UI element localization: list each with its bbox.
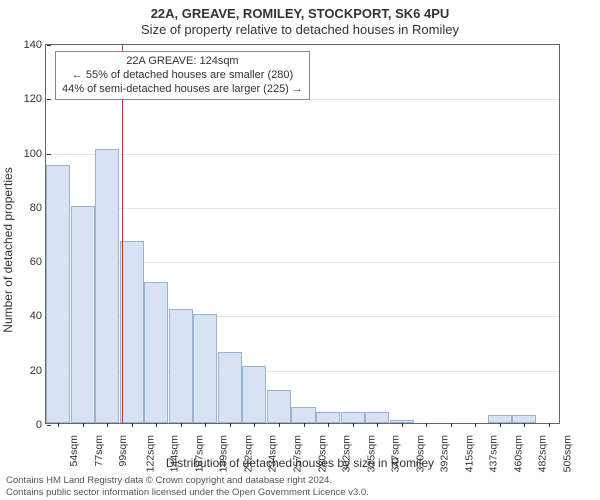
gridline: [46, 208, 559, 209]
y-tick-label: 0: [16, 419, 46, 431]
x-tick-mark: [524, 423, 525, 427]
info-box-line: 22A GREAVE: 124sqm: [62, 55, 303, 69]
histogram-bar: [316, 412, 340, 423]
footer-line-1: Contains HM Land Registry data © Crown c…: [6, 475, 369, 486]
y-tick-label: 140: [16, 39, 46, 51]
x-tick-mark: [156, 423, 157, 427]
property-marker-line: [122, 45, 123, 423]
y-tick-label: 80: [16, 202, 46, 214]
histogram-bar: [488, 415, 512, 423]
x-tick-mark: [107, 423, 108, 427]
x-tick-mark: [205, 423, 206, 427]
x-tick-mark: [83, 423, 84, 427]
x-tick-mark: [58, 423, 59, 427]
x-tick-mark: [279, 423, 280, 427]
histogram-bar: [267, 390, 291, 423]
x-tick-mark: [377, 423, 378, 427]
y-tick-label: 60: [16, 256, 46, 268]
gridline: [46, 154, 559, 155]
x-tick-mark: [426, 423, 427, 427]
x-tick-mark: [475, 423, 476, 427]
histogram-bar: [95, 149, 119, 423]
histogram-bar: [144, 282, 168, 423]
y-tick-label: 40: [16, 310, 46, 322]
histogram-bar: [169, 309, 193, 423]
x-tick-mark: [500, 423, 501, 427]
x-tick-mark: [132, 423, 133, 427]
histogram-bar: [120, 241, 144, 423]
x-axis-label: Distribution of detached houses by size …: [0, 456, 600, 470]
histogram-bar: [218, 352, 242, 423]
info-box-line: ← 55% of detached houses are smaller (28…: [62, 69, 303, 83]
x-tick-mark: [230, 423, 231, 427]
title-block: 22A, GREAVE, ROMILEY, STOCKPORT, SK6 4PU…: [0, 0, 600, 37]
page-title: 22A, GREAVE, ROMILEY, STOCKPORT, SK6 4PU: [0, 6, 600, 21]
histogram-bar: [46, 165, 70, 423]
info-box-line: 44% of semi-detached houses are larger (…: [62, 83, 303, 97]
y-tick-label: 20: [16, 365, 46, 377]
x-tick-mark: [254, 423, 255, 427]
x-tick-mark: [451, 423, 452, 427]
histogram-bar: [193, 314, 217, 423]
x-tick-mark: [353, 423, 354, 427]
histogram-bar: [341, 412, 365, 423]
property-info-box: 22A GREAVE: 124sqm← 55% of detached hous…: [55, 51, 310, 100]
x-tick-mark: [304, 423, 305, 427]
x-tick-mark: [402, 423, 403, 427]
histogram-bar: [365, 412, 389, 423]
footer-line-2: Contains public sector information licen…: [6, 487, 369, 498]
x-tick-mark: [549, 423, 550, 427]
histogram-bar: [71, 206, 95, 423]
footer-attribution: Contains HM Land Registry data © Crown c…: [6, 475, 369, 498]
x-tick-mark: [328, 423, 329, 427]
histogram-bar: [291, 407, 315, 423]
page-subtitle: Size of property relative to detached ho…: [0, 22, 600, 37]
chart-area: 02040608010012014054sqm77sqm99sqm122sqm1…: [45, 44, 560, 424]
x-tick-mark: [181, 423, 182, 427]
histogram-bar: [242, 366, 266, 423]
histogram-bar: [512, 415, 536, 423]
y-tick-label: 120: [16, 93, 46, 105]
y-tick-label: 100: [16, 148, 46, 160]
